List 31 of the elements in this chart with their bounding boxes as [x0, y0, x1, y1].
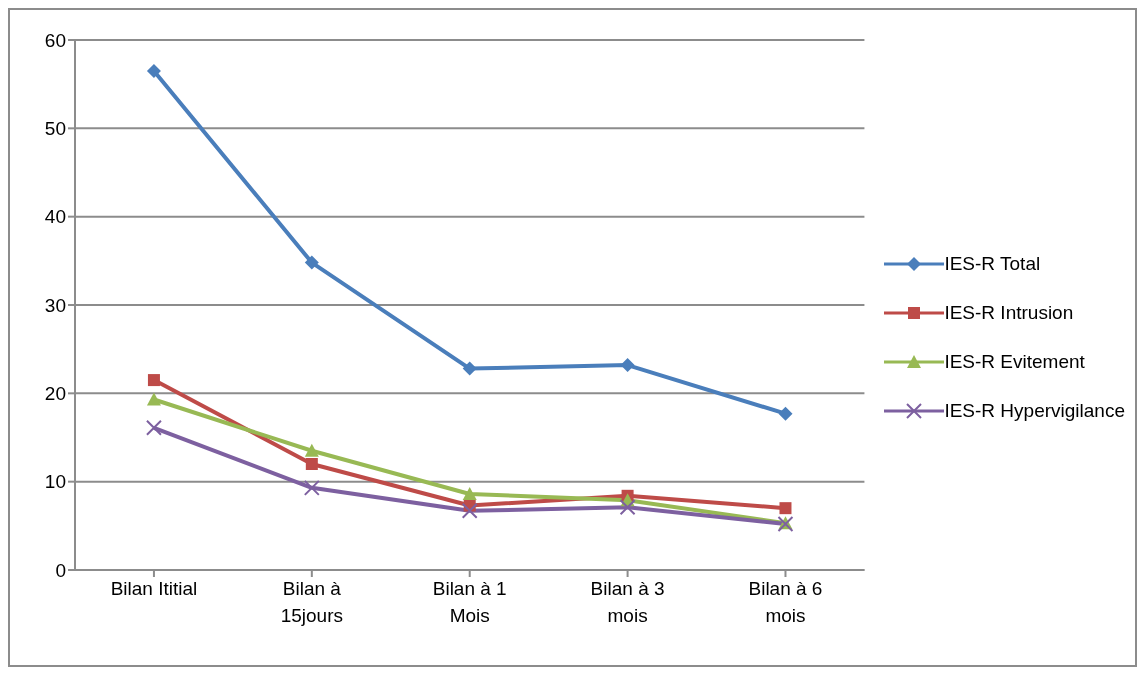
- y-tick-label: 50: [44, 118, 66, 140]
- point: [305, 458, 318, 470]
- legend-label: IES-R Total: [944, 253, 1041, 275]
- point: [462, 487, 477, 501]
- y-tick-label: 20: [44, 383, 66, 405]
- point: [461, 502, 478, 519]
- point: [462, 361, 477, 376]
- legend-label: IES-R Evitement: [944, 351, 1085, 373]
- point: [145, 419, 162, 436]
- point: [304, 255, 319, 270]
- x-tick-label: Bilan à 15jours: [280, 578, 343, 626]
- point: [147, 374, 160, 387]
- point: [619, 499, 636, 516]
- x-tick-label: Bilan à 6 mois: [748, 578, 823, 626]
- point: [778, 406, 793, 421]
- y-tick-label: 40: [44, 206, 66, 228]
- x-tick-label: Bilan à 1 Mois: [432, 578, 507, 626]
- x-tick-label: Bilan Ititial: [110, 578, 198, 599]
- point: [146, 63, 161, 78]
- legend-label: IES-R Hypervigilance: [944, 400, 1125, 422]
- y-tick-label: 0: [55, 559, 66, 581]
- point: [620, 358, 635, 373]
- legend-label: IES-R Intrusion: [944, 302, 1074, 324]
- y-tick-label: 60: [44, 29, 66, 51]
- point: [779, 502, 792, 515]
- point: [146, 392, 161, 406]
- x-tick-label: Bilan à 3 mois: [590, 578, 665, 626]
- point: [303, 479, 320, 496]
- point: [304, 443, 319, 457]
- y-tick-label: 10: [44, 471, 66, 493]
- y-tick-label: 30: [44, 294, 66, 316]
